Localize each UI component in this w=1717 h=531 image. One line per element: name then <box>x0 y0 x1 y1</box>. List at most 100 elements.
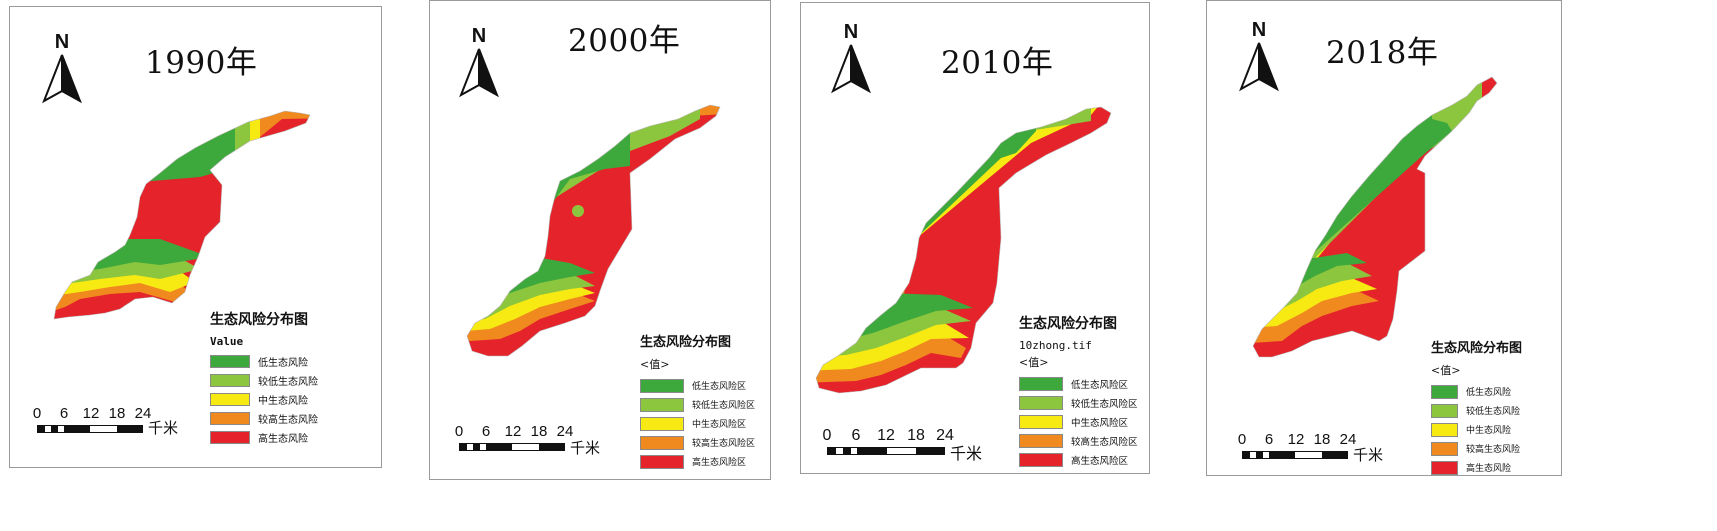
legend-item-higher: 较高生态风险 <box>210 409 318 428</box>
map-title: 1990年 <box>145 45 258 81</box>
legend-item-high: 高生态风险区 <box>640 452 755 471</box>
scale-bar-graphic <box>37 425 143 433</box>
legend-item-lower: 较低生态风险 <box>210 371 318 390</box>
legend-label: 低生态风险区 <box>692 382 747 392</box>
legend-value-label: <值> <box>1019 356 1049 369</box>
legend-swatch <box>210 431 250 444</box>
scale-tick: 12 <box>877 427 895 444</box>
scale-tick: 18 <box>108 405 126 422</box>
legend-label: 高生态风险区 <box>692 458 747 468</box>
scale-tick: 0 <box>822 427 832 444</box>
legend-swatch <box>1019 376 1063 391</box>
map-title: 2018年 <box>1326 35 1439 71</box>
legend-swatch <box>210 412 250 425</box>
north-arrow-icon <box>831 44 871 94</box>
scale-tick: 24 <box>134 405 152 422</box>
legend-title: 生态风险分布图 <box>1019 316 1117 332</box>
risk-map <box>815 106 1112 394</box>
legend-item-high: 高生态风险 <box>1431 458 1522 477</box>
scale-tick: 18 <box>530 423 548 440</box>
legend-label: 中生态风险区 <box>1071 417 1129 429</box>
north-arrow: N <box>829 21 873 95</box>
legend-swatch <box>640 435 684 450</box>
scale-bar-graphic <box>1242 451 1348 459</box>
scale-bar: 0 6 12 18 24 千米 <box>823 427 1013 467</box>
scale-bar: 0 6 12 18 24 千米 <box>33 405 193 445</box>
risk-zone-low <box>1253 77 1452 306</box>
scale-tick: 12 <box>82 405 100 422</box>
scale-tick: 6 <box>481 423 491 440</box>
risk-map <box>466 104 721 357</box>
legend-label: 较低生态风险区 <box>1071 398 1138 410</box>
legend-title: 生态风险分布图 <box>640 335 732 350</box>
legend-field-label: <值> <box>640 358 670 371</box>
legend-label: 高生态风险 <box>258 434 308 445</box>
legend-field-label: 10zhong.tif <box>1019 339 1092 352</box>
legend-label: 中生态风险 <box>258 396 308 407</box>
legend-label: 低生态风险 <box>258 358 308 369</box>
risk-zone-lower <box>1253 77 1482 319</box>
legend-label: 较低生态风险 <box>1466 407 1521 417</box>
legend-field-label: <值> <box>1431 364 1461 377</box>
north-arrow-icon <box>459 48 499 98</box>
risk-map <box>1252 76 1498 358</box>
scale-bar-graphic <box>459 443 565 451</box>
scale-tick: 12 <box>1287 431 1305 448</box>
north-arrow: N <box>40 31 84 105</box>
legend-swatch <box>640 454 684 469</box>
legend-label: 较高生态风险 <box>1466 445 1521 455</box>
legend-item-high: 高生态风险区 <box>1019 450 1138 469</box>
legend-swatch <box>210 355 250 368</box>
map-legend: 生态风险分布图 Value 低生态风险 较低生态风险 中生态风险 较高生态风险 … <box>210 309 318 447</box>
legend-swatch <box>1431 384 1458 399</box>
map-panel-1990: 1990年 N 生态风险分布图 Value 低生态风险 较低生态风险 中生态风险… <box>9 6 382 468</box>
legend-label: 较低生态风险区 <box>692 401 756 411</box>
north-arrow-icon <box>42 54 82 104</box>
scale-tick: 0 <box>1237 431 1247 448</box>
scale-tick: 6 <box>59 405 69 422</box>
legend-item-high: 高生态风险 <box>210 428 318 447</box>
legend-swatch <box>1019 414 1063 429</box>
legend-swatch <box>210 393 250 406</box>
legend-item-mid: 中生态风险 <box>1431 420 1522 439</box>
legend-swatch <box>640 416 684 431</box>
legend-swatch <box>640 378 684 393</box>
legend-swatch <box>1019 395 1063 410</box>
risk-zone-high <box>54 111 310 319</box>
scale-tick: 24 <box>1339 431 1357 448</box>
scale-unit: 千米 <box>950 444 983 463</box>
legend-label: 中生态风险区 <box>692 420 747 430</box>
legend-title: 生态风险分布图 <box>1431 341 1523 356</box>
legend-item-higher: 较高生态风险区 <box>640 433 755 452</box>
scale-unit: 千米 <box>148 419 179 437</box>
scale-bar-graphic <box>827 447 945 455</box>
legend-label: 中生态风险 <box>1466 426 1512 436</box>
map-title: 2010年 <box>941 45 1054 81</box>
north-label: N <box>471 25 487 47</box>
map-panel-2000: 2000年 N 生态风险分布图 <值> 低生态风险区 较低生态风险区 中生态风险… <box>429 0 771 480</box>
map-legend: 生态风险分布图 10zhong.tif <值> 低生态风险区 较低生态风险区 中… <box>1019 313 1138 469</box>
map-legend: 生态风险分布图 <值> 低生态风险区 较低生态风险区 中生态风险区 较高生态风险… <box>640 331 755 471</box>
legend-item-mid: 中生态风险 <box>210 390 318 409</box>
legend-label: 高生态风险 <box>1466 464 1512 474</box>
legend-title: 生态风险分布图 <box>210 312 308 328</box>
north-arrow: N <box>1237 19 1281 93</box>
legend-item-low: 低生态风险区 <box>1019 374 1138 393</box>
map-panel-2010: 2010年 N 生态风险分布图 10zhong.tif <值> 低生态风险区 较… <box>800 2 1150 474</box>
legend-item-higher: 较高生态风险 <box>1431 439 1522 458</box>
scale-tick: 24 <box>556 423 574 440</box>
legend-item-low: 低生态风险 <box>1431 382 1522 401</box>
north-arrow: N <box>457 25 501 99</box>
legend-item-lower: 较低生态风险 <box>1431 401 1522 420</box>
legend-label: 低生态风险区 <box>1071 379 1129 391</box>
legend-swatch <box>1431 441 1458 456</box>
scale-tick: 0 <box>32 405 42 422</box>
scale-tick: 12 <box>504 423 522 440</box>
legend-label: 高生态风险区 <box>1071 455 1129 467</box>
scale-unit: 千米 <box>570 439 601 457</box>
legend-swatch <box>1019 433 1063 448</box>
legend-item-lower: 较低生态风险区 <box>1019 393 1138 412</box>
legend-label: 较高生态风险 <box>258 415 318 426</box>
legend-item-mid: 中生态风险区 <box>1019 412 1138 431</box>
north-label: N <box>54 31 70 53</box>
